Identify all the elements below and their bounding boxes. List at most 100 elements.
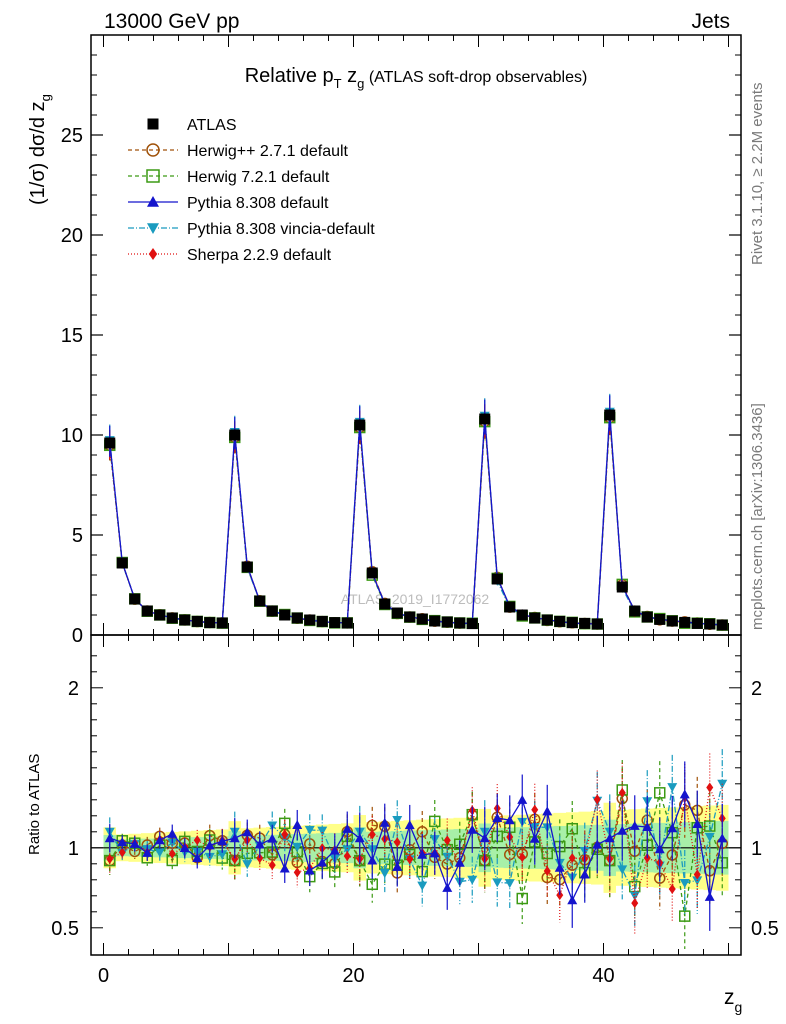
series-atlas <box>104 409 728 631</box>
ratio-plot-border <box>90 634 742 956</box>
x-axis-label-main: z <box>724 986 735 1009</box>
data-point <box>529 612 541 624</box>
ratio-point <box>254 839 265 849</box>
ratio-point <box>568 853 576 864</box>
x-tick-label: 40 <box>592 965 614 987</box>
ratio-point <box>617 865 628 875</box>
ratio-point <box>442 882 453 892</box>
ratio-point <box>479 833 490 843</box>
ratio-point <box>604 833 615 843</box>
ratio-point <box>667 823 678 833</box>
data-point <box>466 618 478 630</box>
legend-label: ATLAS <box>187 117 237 134</box>
data-point <box>629 605 641 617</box>
ratio-point <box>679 910 691 922</box>
ratio-point <box>142 847 153 857</box>
ratio-point <box>654 787 666 799</box>
y-axis-label: (1/σ) dσ/d zg <box>27 94 53 205</box>
category-label: Jets <box>691 10 730 33</box>
ratio-point <box>292 820 303 830</box>
mcplots-label: mcplots.cern.ch [arXiv:1306.3436] <box>749 403 766 630</box>
ratio-point <box>292 842 303 852</box>
data-point <box>554 615 566 627</box>
data-point <box>591 618 603 630</box>
data-point <box>204 617 216 629</box>
legend-label: Sherpa 2.2.9 default <box>187 247 332 264</box>
ratio-plot-frame: 0.5 0.51 12 20 20 40 <box>51 634 779 987</box>
data-point <box>229 429 241 441</box>
data-point <box>491 573 503 585</box>
ratio-point <box>242 860 253 870</box>
data-point <box>504 601 516 613</box>
ratio-point <box>117 837 128 847</box>
data-point <box>391 607 403 619</box>
ratio-point <box>354 833 365 843</box>
ratio-point <box>417 881 428 891</box>
ratio-point <box>392 861 403 871</box>
ratio-point <box>467 875 478 885</box>
ratio-point <box>454 857 465 867</box>
x-axis-label-sub: g <box>735 999 743 1015</box>
data-point <box>691 617 703 629</box>
y-tick-label: 10 <box>61 425 83 447</box>
data-point <box>279 609 291 621</box>
ratio-point <box>118 847 126 858</box>
ratio-point <box>667 783 678 793</box>
legend-entry-herwig-2-7-1-default: Herwig++ 2.7.1 default <box>128 143 349 160</box>
ratio-point <box>542 806 553 816</box>
legend-label: Pythia 8.308 default <box>187 195 329 212</box>
main-plot-area <box>91 35 741 635</box>
ratio-point <box>631 898 639 909</box>
data-point <box>654 613 666 625</box>
y-tick-label: 15 <box>61 325 83 347</box>
y-tick-label: 20 <box>61 225 83 247</box>
data-point <box>304 614 316 626</box>
ratio-point <box>492 812 503 822</box>
data-point <box>666 615 678 627</box>
y-tick-label: 5 <box>72 525 83 547</box>
ratio-point <box>404 820 415 830</box>
legend-marker <box>146 169 160 183</box>
data-point <box>341 617 353 629</box>
ratio-point <box>618 787 626 798</box>
ratio-point <box>531 804 539 815</box>
data-point <box>191 615 203 627</box>
data-point <box>179 614 191 626</box>
ratio-point <box>304 825 315 835</box>
y-axis-label-main: (1/σ) dσ/d z <box>27 101 49 205</box>
chart-title-prefix: Relative p <box>245 65 334 87</box>
data-point <box>541 614 553 626</box>
ratio-point <box>379 869 390 879</box>
ratio-point <box>154 835 165 845</box>
ratio-point <box>706 782 714 793</box>
ratio-point <box>281 829 289 840</box>
ratio-point <box>679 878 690 888</box>
ratio-point <box>516 892 528 905</box>
ratio-point <box>406 854 414 865</box>
ratio-point <box>293 867 301 878</box>
ratio-point <box>592 839 603 849</box>
chart-title-mid: z <box>342 65 358 87</box>
data-point <box>479 413 491 425</box>
legend-entry-herwig-7-2-1-default: Herwig 7.2.1 default <box>128 169 330 186</box>
legend-marker <box>147 196 159 207</box>
ratio-point <box>192 853 203 863</box>
ratio-point <box>343 851 351 862</box>
ratio-point <box>717 833 728 843</box>
ratio-point <box>504 815 515 825</box>
x-tick-label: 0 <box>98 965 109 987</box>
ratio-point <box>679 789 690 799</box>
rivet-label: Rivet 3.1.10, ≥ 2.2M events <box>749 83 766 266</box>
ratio-tick-label-right: 2 <box>751 678 762 700</box>
ratio-point <box>692 819 703 829</box>
data-point <box>679 616 691 628</box>
ratio-tick-label-right: 0.5 <box>751 918 779 940</box>
ratio-point <box>504 879 515 889</box>
legend-label: Herwig 7.2.1 default <box>187 169 330 186</box>
legend-marker <box>146 143 160 157</box>
chart-title-sub1: T <box>334 76 342 91</box>
ratio-point <box>704 891 715 901</box>
ratio-point <box>367 855 378 865</box>
ratio-point <box>417 849 428 859</box>
